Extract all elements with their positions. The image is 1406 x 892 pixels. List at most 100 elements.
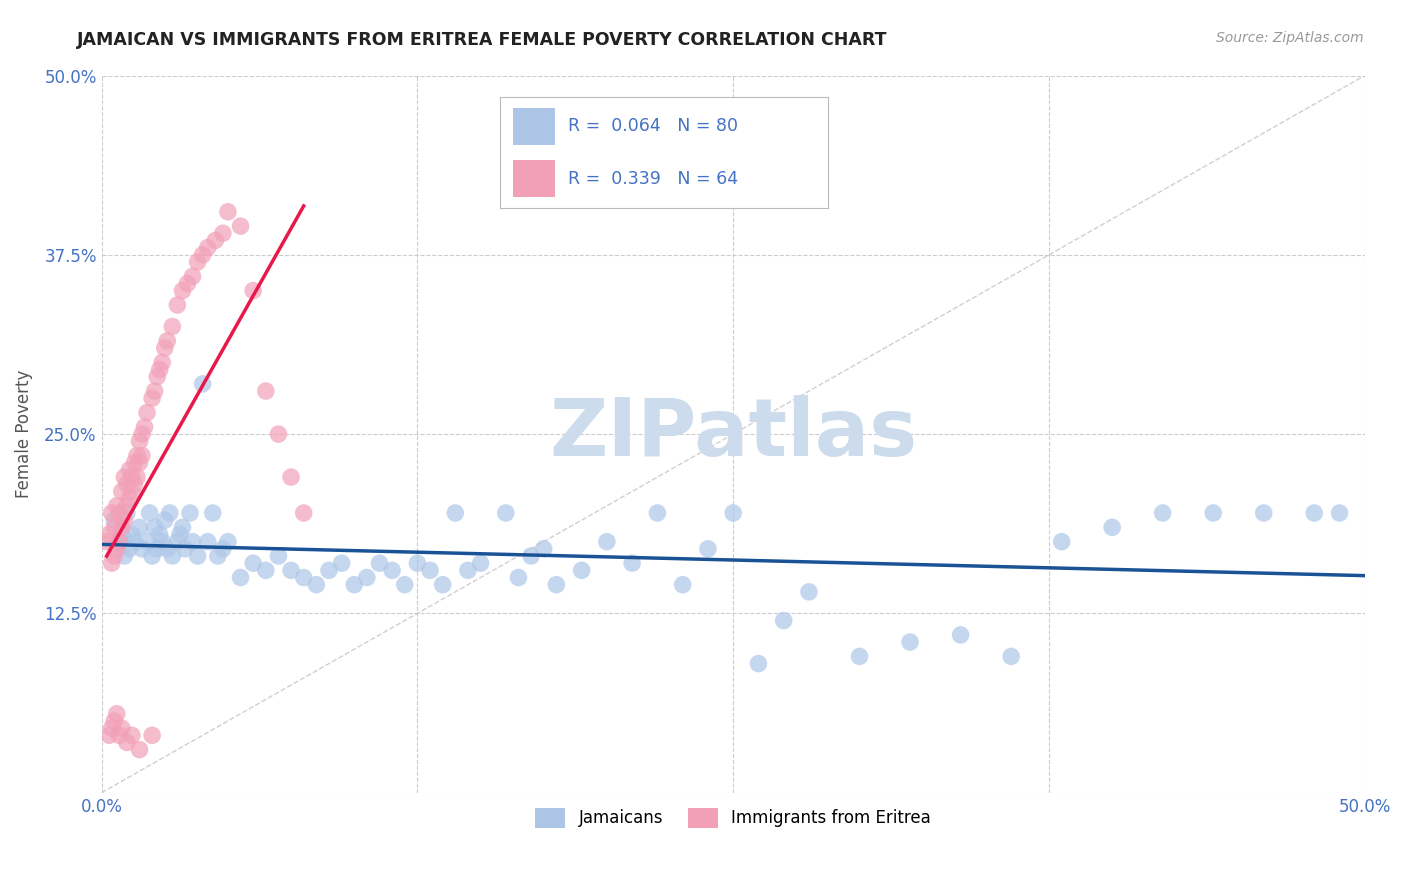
Point: [98, 728, 121, 742]
Point: [292, 506, 315, 520]
Point: [100, 556, 122, 570]
Point: [419, 563, 441, 577]
Point: [134, 420, 156, 434]
Point: [174, 541, 197, 556]
Point: [172, 284, 194, 298]
Point: [149, 527, 172, 541]
Point: [1303, 506, 1326, 520]
Point: [143, 384, 166, 398]
Point: [444, 506, 467, 520]
Point: [179, 506, 201, 520]
Point: [267, 427, 290, 442]
Point: [596, 534, 619, 549]
Point: [156, 541, 179, 556]
Point: [172, 520, 194, 534]
Point: [128, 434, 150, 449]
Point: [254, 384, 277, 398]
Point: [153, 341, 176, 355]
Point: [546, 577, 568, 591]
Point: [1329, 506, 1351, 520]
Point: [191, 248, 214, 262]
Point: [124, 477, 146, 491]
Point: [212, 541, 235, 556]
Point: [898, 635, 921, 649]
Point: [156, 334, 179, 348]
Point: [111, 484, 134, 499]
Point: [138, 506, 160, 520]
Point: [848, 649, 870, 664]
Point: [112, 549, 135, 563]
Point: [470, 556, 492, 570]
Point: [105, 706, 128, 721]
Point: [292, 570, 315, 584]
Point: [121, 470, 143, 484]
Point: [381, 563, 404, 577]
Point: [197, 534, 219, 549]
Point: [217, 534, 239, 549]
Point: [153, 513, 176, 527]
Point: [103, 513, 125, 527]
Point: [125, 470, 148, 484]
Point: [1101, 520, 1123, 534]
Point: [112, 513, 135, 527]
Point: [201, 506, 224, 520]
Point: [162, 549, 184, 563]
Point: [115, 477, 138, 491]
Point: [280, 470, 302, 484]
Point: [672, 577, 695, 591]
Point: [111, 527, 134, 541]
Point: [121, 484, 143, 499]
Point: [1050, 534, 1073, 549]
Point: [118, 491, 141, 506]
Point: [406, 556, 429, 570]
Point: [495, 506, 517, 520]
Point: [124, 456, 146, 470]
Point: [191, 376, 214, 391]
Point: [330, 556, 353, 570]
Y-axis label: Female Poverty: Female Poverty: [15, 370, 32, 499]
Point: [103, 714, 125, 728]
Point: [128, 456, 150, 470]
Text: Source: ZipAtlas.com: Source: ZipAtlas.com: [1216, 31, 1364, 45]
Point: [162, 319, 184, 334]
Point: [187, 549, 209, 563]
Point: [207, 549, 229, 563]
Point: [131, 449, 153, 463]
Point: [318, 563, 340, 577]
Point: [368, 556, 391, 570]
Point: [118, 463, 141, 477]
Legend: Jamaicans, Immigrants from Eritrea: Jamaicans, Immigrants from Eritrea: [529, 801, 938, 835]
Point: [197, 241, 219, 255]
Point: [108, 534, 131, 549]
Point: [949, 628, 972, 642]
Point: [229, 570, 252, 584]
Point: [103, 520, 125, 534]
Point: [242, 284, 264, 298]
Point: [697, 541, 720, 556]
Point: [128, 520, 150, 534]
Point: [115, 499, 138, 513]
Point: [242, 556, 264, 570]
Point: [166, 534, 188, 549]
Point: [125, 449, 148, 463]
Text: JAMAICAN VS IMMIGRANTS FROM ERITREA FEMALE POVERTY CORRELATION CHART: JAMAICAN VS IMMIGRANTS FROM ERITREA FEMA…: [77, 31, 887, 49]
Point: [533, 541, 555, 556]
Point: [1152, 506, 1174, 520]
Point: [356, 570, 378, 584]
Point: [150, 355, 173, 369]
Point: [772, 614, 794, 628]
Point: [143, 520, 166, 534]
Point: [159, 506, 181, 520]
Point: [647, 506, 669, 520]
Point: [267, 549, 290, 563]
Point: [187, 255, 209, 269]
Point: [136, 406, 159, 420]
Point: [1202, 506, 1225, 520]
Text: ZIPatlas: ZIPatlas: [550, 395, 917, 473]
Point: [115, 506, 138, 520]
Point: [121, 527, 143, 541]
Point: [621, 556, 644, 570]
Point: [149, 362, 172, 376]
Point: [121, 728, 143, 742]
Point: [212, 227, 235, 241]
